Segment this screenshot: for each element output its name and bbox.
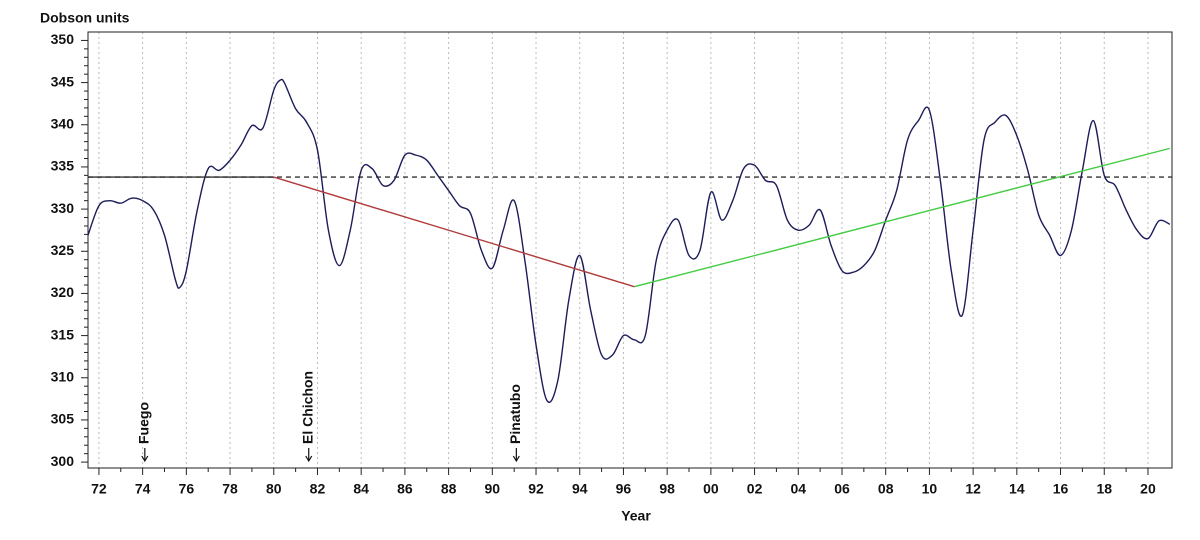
x-tick-label: 74 (135, 481, 151, 497)
x-axis-label: Year (621, 508, 651, 524)
x-tick-label: 00 (703, 481, 719, 497)
annotation-arrowhead (141, 455, 149, 463)
y-tick-label: 320 (51, 284, 75, 300)
annotation-label: Pinatubo (507, 384, 523, 444)
x-tick-label: 04 (790, 481, 806, 497)
x-tick-label: 08 (878, 481, 894, 497)
x-tick-label: 80 (266, 481, 282, 497)
annotation-label: El Chichon (299, 371, 315, 444)
x-tick-label: 86 (397, 481, 413, 497)
x-tick-label: 82 (310, 481, 326, 497)
x-tick-label: 12 (965, 481, 981, 497)
y-tick-label: 305 (51, 411, 75, 427)
x-tick-label: 14 (1009, 481, 1025, 497)
series-line (634, 147, 1170, 288)
plot-frame (87, 31, 1173, 469)
x-tick-label: 16 (1053, 481, 1069, 497)
y-tick-label: 315 (51, 326, 75, 342)
annotation-label: Fuego (136, 402, 152, 444)
y-tick-label: 350 (51, 31, 75, 47)
x-tick-label: 18 (1096, 481, 1112, 497)
x-tick-label: 72 (91, 481, 107, 497)
x-tick-label: 92 (528, 481, 544, 497)
x-tick-label: 98 (659, 481, 675, 497)
x-tick-label: 94 (572, 481, 588, 497)
x-tick-label: 90 (485, 481, 501, 497)
y-tick-label: 345 (51, 73, 75, 89)
x-tick-label: 88 (441, 481, 457, 497)
x-tick-label: 20 (1140, 481, 1156, 497)
x-tick-label: 96 (616, 481, 632, 497)
y-tick-label: 335 (51, 158, 75, 174)
x-tick-label: 06 (834, 481, 850, 497)
y-tick-label: 330 (51, 200, 75, 216)
x-tick-label: 76 (179, 481, 195, 497)
y-tick-label: 300 (51, 453, 75, 469)
series-line (273, 176, 635, 288)
annotation-arrowhead (512, 455, 520, 463)
y-tick-label: 340 (51, 115, 75, 131)
y-tick-label: 310 (51, 368, 75, 384)
x-tick-label: 78 (222, 481, 238, 497)
x-tick-label: 84 (353, 481, 369, 497)
y-axis-label: Dobson units (40, 10, 130, 26)
y-tick-label: 325 (51, 242, 75, 258)
x-tick-label: 10 (922, 481, 938, 497)
x-tick-label: 02 (747, 481, 763, 497)
series-line (87, 78, 1171, 403)
annotation-arrowhead (305, 455, 313, 463)
